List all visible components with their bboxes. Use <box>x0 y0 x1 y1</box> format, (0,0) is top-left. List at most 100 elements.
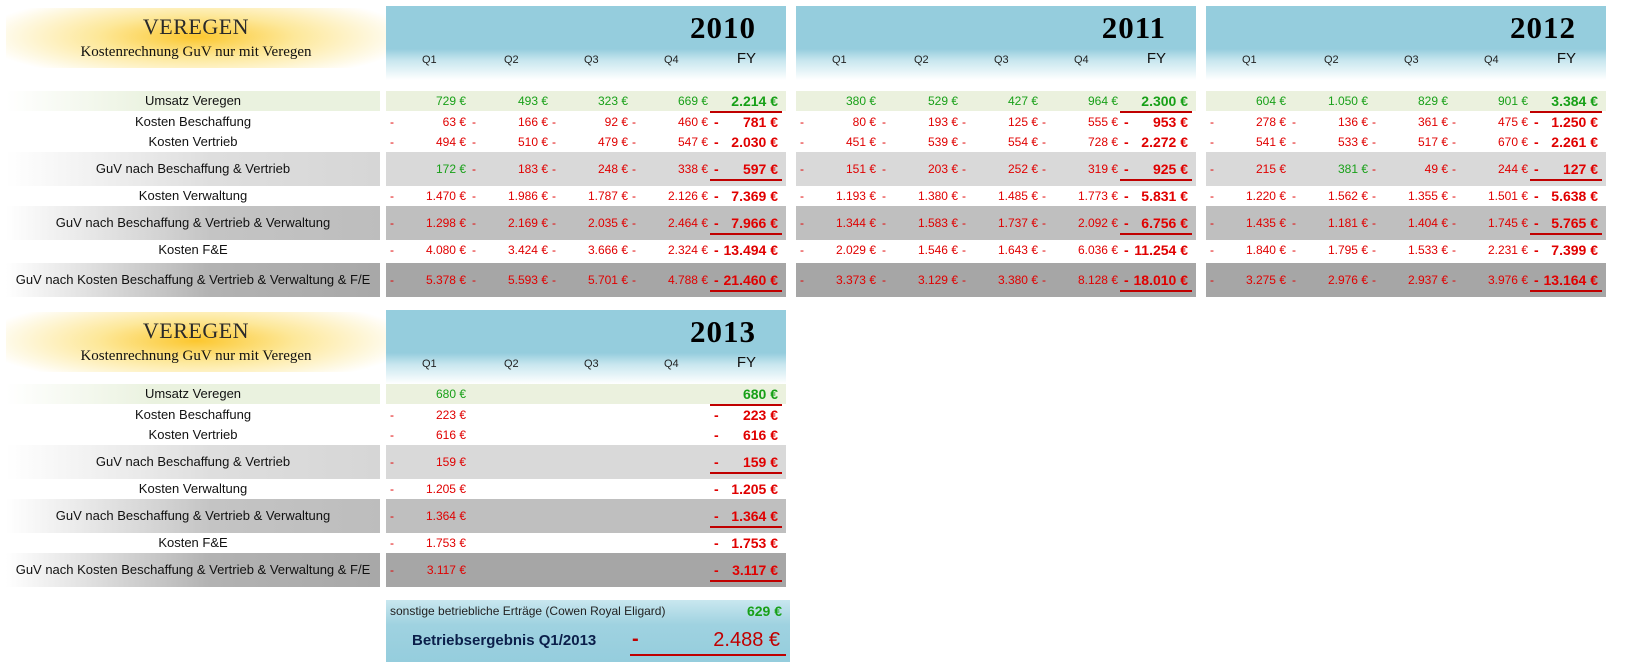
quarter-value: 80 € <box>852 115 876 129</box>
minus-sign: - <box>1372 115 1376 129</box>
quarter-value: 1.773 € <box>1077 189 1118 203</box>
fy-value: 2.030 € <box>731 134 778 150</box>
minus-sign: - <box>962 189 966 203</box>
minus-sign: - <box>1534 215 1539 231</box>
minus-sign: - <box>1042 243 1046 257</box>
quarter-value: 533 € <box>1337 135 1368 149</box>
quarter-value: 729 € <box>435 94 466 108</box>
quarter-value: 494 € <box>435 135 466 149</box>
fy-value: 1.753 € <box>731 535 778 551</box>
minus-sign: - <box>472 273 476 287</box>
quarter-value: 1.745 € <box>1487 216 1528 230</box>
minus-sign: - <box>632 135 636 149</box>
quarter-value: 1.193 € <box>835 189 876 203</box>
table-row: 604 € 1.050 € 829 € 901 € 3.384 € <box>1206 91 1606 113</box>
year-header: 2013 Q1 Q2 Q3 Q4 FY <box>386 310 786 384</box>
quarter-value: 2.464 € <box>667 216 708 230</box>
minus-sign: - <box>714 242 719 258</box>
minus-sign: - <box>714 535 719 551</box>
row-label: GuV nach Beschaffung & Vertrieb & Verwal… <box>6 206 380 240</box>
minus-sign: - <box>800 189 804 203</box>
row-label: Kosten Verwaltung <box>138 481 248 496</box>
quarter-value: 4.788 € <box>667 273 708 287</box>
minus-sign: - <box>962 162 966 176</box>
table-row: -3.117 € -3.117 € <box>386 553 786 587</box>
quarter-value: 1.533 € <box>1407 243 1448 257</box>
quarter-value: 964 € <box>1087 94 1118 108</box>
minus-sign: - <box>1210 115 1214 129</box>
fy-value: 7.399 € <box>1551 242 1598 258</box>
row-label: Kosten Vertrieb <box>148 134 238 149</box>
quarter-value: 159 € <box>435 455 466 469</box>
minus-sign: - <box>1452 189 1456 203</box>
fy-value: 7.369 € <box>731 188 778 204</box>
row-label: Umsatz Veregen <box>6 91 380 111</box>
quarter-value: 728 € <box>1087 135 1118 149</box>
minus-sign: - <box>1124 272 1129 288</box>
minus-sign: - <box>1292 243 1296 257</box>
table-row: -151 € -203 € -252 € -319 € -925 € <box>796 152 1196 186</box>
year-title: 2010 <box>690 10 756 45</box>
fy-header: FY <box>1556 50 1576 67</box>
quarter-header: Q4 <box>1074 54 1089 66</box>
total-underline <box>710 290 782 292</box>
operating-result-label: Betriebsergebnis Q1/2013 <box>412 632 597 649</box>
quarter-value: 136 € <box>1337 115 1368 129</box>
minus-sign: - <box>882 216 886 230</box>
minus-sign: - <box>632 628 639 650</box>
quarter-value: 92 € <box>604 115 628 129</box>
fy-header: FY <box>1146 50 1166 67</box>
minus-sign: - <box>1292 189 1296 203</box>
total-underline <box>1530 111 1602 113</box>
minus-sign: - <box>390 509 394 523</box>
quarter-value: 252 € <box>1007 162 1038 176</box>
report-subtitle: Kostenrechnung GuV nur mit Veregen <box>80 44 312 60</box>
fy-value: 597 € <box>742 161 778 177</box>
minus-sign: - <box>390 482 394 496</box>
quarter-value: 3.129 € <box>917 273 958 287</box>
minus-sign: - <box>882 273 886 287</box>
fy-value: 2.300 € <box>1141 93 1188 109</box>
minus-sign: - <box>882 135 886 149</box>
minus-sign: - <box>882 243 886 257</box>
quarter-value: 3.117 € <box>426 563 466 577</box>
minus-sign: - <box>1452 135 1456 149</box>
quarter-value: 510 € <box>517 135 548 149</box>
fy-header: FY <box>736 354 756 371</box>
quarter-value: 604 € <box>1255 94 1286 108</box>
minus-sign: - <box>882 115 886 129</box>
minus-sign: - <box>552 189 556 203</box>
fy-value: 925 € <box>1152 161 1188 177</box>
table-row: -1.205 € -1.205 € <box>386 479 786 499</box>
quarter-header: Q3 <box>1404 54 1419 66</box>
quarter-value: 475 € <box>1497 115 1528 129</box>
quarter-value: 380 € <box>845 94 876 108</box>
minus-sign: - <box>1042 189 1046 203</box>
quarter-header: Q3 <box>584 54 599 66</box>
minus-sign: - <box>1124 188 1129 204</box>
quarter-value: 1.753 € <box>425 536 466 550</box>
quarter-header: Q2 <box>504 358 519 370</box>
total-underline <box>1120 179 1192 181</box>
minus-sign: - <box>1042 216 1046 230</box>
quarter-value: 547 € <box>677 135 708 149</box>
quarter-value: 3.275 € <box>1245 273 1286 287</box>
minus-sign: - <box>1452 162 1456 176</box>
minus-sign: - <box>472 189 476 203</box>
quarter-value: 8.128 € <box>1077 273 1118 287</box>
fy-value: 1.205 € <box>731 481 778 497</box>
quarter-value: 2.126 € <box>667 189 708 203</box>
minus-sign: - <box>714 272 719 288</box>
quarter-value: 2.029 € <box>835 243 876 257</box>
minus-sign: - <box>1210 243 1214 257</box>
fy-value: 2.261 € <box>1551 134 1598 150</box>
total-underline <box>1120 111 1192 113</box>
minus-sign: - <box>714 508 719 524</box>
fy-value: 11.254 € <box>1134 242 1188 258</box>
fy-value: 7.966 € <box>731 215 778 231</box>
quarter-value: 1.562 € <box>1327 189 1368 203</box>
row-label: Kosten F&E <box>158 535 228 550</box>
fy-value: 1.250 € <box>1551 114 1598 130</box>
minus-sign: - <box>1292 115 1296 129</box>
total-underline <box>710 580 782 582</box>
